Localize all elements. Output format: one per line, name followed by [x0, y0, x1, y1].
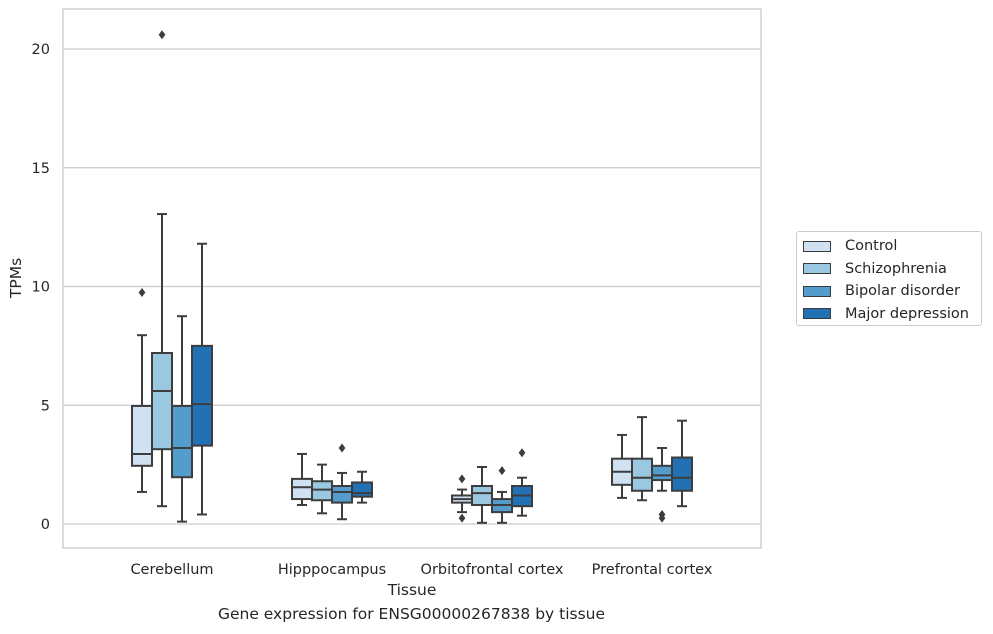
outlier-point: [138, 287, 146, 297]
box-schizophrenia: [631, 416, 653, 502]
outlier-point: [518, 448, 526, 458]
box-iqr: [151, 352, 173, 451]
box-major-depression: [351, 470, 373, 504]
box-schizophrenia: [311, 463, 333, 515]
chart-caption: Gene expression for ENSG00000267838 by t…: [217, 605, 606, 623]
x-tick-label: Hipppocampus: [278, 562, 386, 578]
y-tick-label: 5: [41, 398, 50, 414]
legend-label: Bipolar disorder: [845, 283, 960, 299]
y-tick-label: 20: [32, 42, 50, 58]
chart-legend: Control Schizophrenia Bipolar disorder Majo…: [796, 231, 982, 326]
box-control: [611, 433, 633, 499]
legend-item: Bipolar disorder: [803, 281, 960, 301]
box-iqr: [631, 457, 653, 492]
legend-item: Control: [803, 236, 897, 256]
legend-swatch: [803, 263, 831, 274]
box-major-depression: [511, 448, 533, 517]
x-tick-label: Cerebellum: [130, 562, 213, 578]
box-iqr: [171, 404, 193, 479]
x-axis-ticks: Cerebellum Hipppocampus Orbitofrontal cort…: [130, 562, 712, 578]
outlier-point: [458, 474, 466, 484]
plot-frame: [62, 8, 762, 549]
box-control: [131, 287, 153, 493]
box-schizophrenia: [151, 30, 173, 508]
legend-label: Schizophrenia: [845, 260, 947, 277]
outlier-point: [458, 513, 466, 523]
x-tick-label: Prefrontal cortex: [592, 562, 713, 578]
box-control: [291, 452, 313, 506]
box-bipolar-disorder: [491, 466, 513, 524]
box-major-depression: [671, 419, 693, 508]
box-plot-series: [131, 30, 693, 524]
box-bipolar-disorder: [171, 315, 193, 523]
x-tick-label: Orbitofrontal cortex: [421, 562, 564, 578]
box-iqr: [351, 481, 373, 498]
x-axis-label: Tissue: [387, 581, 437, 599]
y-tick-label: 0: [41, 517, 50, 533]
box-iqr: [131, 404, 153, 467]
outlier-point: [498, 466, 506, 476]
legend-label: Major depression: [845, 305, 969, 322]
legend-item: Major depression: [803, 304, 969, 324]
box-iqr: [671, 456, 693, 492]
box-iqr: [331, 485, 353, 504]
y-tick-label: 10: [32, 280, 50, 296]
legend-swatch: [803, 308, 831, 319]
box-schizophrenia: [471, 466, 493, 524]
legend-swatch: [803, 285, 831, 297]
box-bipolar-disorder: [331, 443, 353, 521]
box-major-depression: [191, 242, 213, 516]
box-control: [451, 474, 473, 523]
box-iqr: [291, 477, 313, 501]
y-tick-label: 15: [32, 161, 50, 177]
grid-lines: [63, 48, 761, 525]
box-iqr: [651, 464, 673, 482]
box-iqr: [191, 344, 213, 447]
legend-item: Schizophrenia: [803, 259, 947, 279]
box-iqr: [311, 480, 333, 502]
outlier-point: [338, 443, 346, 453]
box-bipolar-disorder: [651, 447, 673, 523]
outlier-point: [658, 513, 666, 523]
y-axis-ticks: 0 5 10 15 20: [32, 42, 50, 533]
outlier-point: [158, 30, 166, 40]
legend-label: Control: [845, 238, 898, 254]
y-axis-label: TPMs: [7, 258, 25, 299]
box-iqr: [471, 485, 493, 506]
legend-swatch: [803, 240, 831, 252]
